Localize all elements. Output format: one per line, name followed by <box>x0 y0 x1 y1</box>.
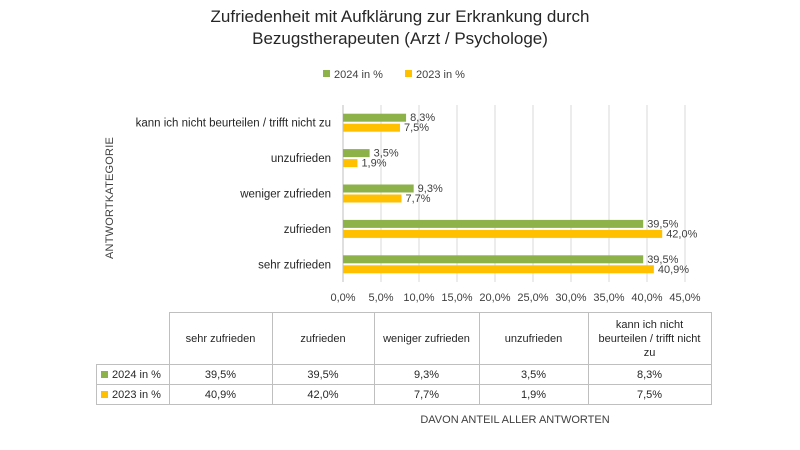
table-header-cell: weniger zufrieden <box>373 312 480 365</box>
table-cell: 7,5% <box>587 384 712 405</box>
x-tick-label: 10,0% <box>403 292 434 304</box>
data-labels: 39,5%40,9%39,5%42,0%9,3%7,7%3,5%1,9%8,3%… <box>361 112 697 276</box>
x-tick-label: 30,0% <box>555 292 586 304</box>
data-label: 1,9% <box>361 158 386 170</box>
category-labels: sehr zufrieden zufrieden weniger zufrieden… <box>136 118 331 272</box>
x-tick-label: 15,0% <box>441 292 472 304</box>
data-label: 7,7% <box>406 193 431 205</box>
table-header-cell: zufrieden <box>271 312 375 365</box>
legend-swatch-2023 <box>405 70 412 77</box>
bars <box>343 113 663 274</box>
x-tick-label: 45,0% <box>669 292 700 304</box>
table-row-label: 2024 in % <box>112 368 161 381</box>
table-cell: 40,9% <box>168 384 273 405</box>
table-cell: 8,3% <box>587 364 712 385</box>
data-table: sehr zufrieden zufrieden weniger zufried… <box>96 312 712 405</box>
x-tick-label: 25,0% <box>517 292 548 304</box>
table-header-cell: unzufrieden <box>478 312 589 365</box>
legend-label-2024: 2024 in % <box>334 69 383 81</box>
legend-label-2023: 2023 in % <box>416 69 465 81</box>
chart-title-line-1: Zufriedenheit mit Aufklärung zur Erkrank… <box>210 7 590 26</box>
bar-2024 <box>343 113 407 122</box>
chart-title-line-2: Bezugstherapeuten (Arzt / Psychologe) <box>252 29 548 48</box>
data-label: 42,0% <box>666 228 697 240</box>
data-label: 40,9% <box>658 264 689 276</box>
x-axis-title: DAVON ANTEIL ALLER ANTWORTEN <box>420 414 610 426</box>
data-label: 9,3% <box>418 183 443 195</box>
x-tick-label: 0,0% <box>330 292 355 304</box>
bar-2023 <box>343 265 654 274</box>
legend: 2024 in % 2023 in % <box>323 69 465 81</box>
x-tick-label: 5,0% <box>368 292 393 304</box>
data-label: 3,5% <box>374 148 399 160</box>
table-cell: 1,9% <box>478 384 589 405</box>
bar-2023 <box>343 229 663 238</box>
data-label: 8,3% <box>410 112 435 124</box>
data-label: 39,5% <box>647 254 678 266</box>
x-tick-label: 40,0% <box>631 292 662 304</box>
table-row-head: 2024 in % <box>96 364 170 385</box>
legend-key-2024 <box>101 370 108 378</box>
bar-2024 <box>343 219 644 228</box>
table-header-row: sehr zufrieden zufrieden weniger zufried… <box>96 312 712 365</box>
gridlines <box>342 105 686 282</box>
bar-2023 <box>343 194 402 203</box>
table-row-2024: 2024 in % 39,5% 39,5% 9,3% 3,5% 8,3% <box>96 364 712 385</box>
category-label: unzufrieden <box>271 153 331 165</box>
bar-2024 <box>343 149 370 158</box>
x-tick-labels: 0,0% 5,0% 10,0% 15,0% 20,0% 25,0% 30,0% 35,0% 40… <box>330 292 700 304</box>
bar-2023 <box>343 123 400 132</box>
bar-2023 <box>343 159 358 168</box>
y-axis-title: ANTWORTKATEGORIE <box>104 137 116 259</box>
bar-2024 <box>343 255 644 264</box>
category-label: sehr zufrieden <box>258 259 331 271</box>
data-label: 39,5% <box>647 218 678 230</box>
bar-2024 <box>343 184 414 193</box>
table-row-label: 2023 in % <box>112 388 161 401</box>
table-header-cell: kann ich nicht beurteilen / trifft nicht… <box>587 312 712 365</box>
table-corner <box>96 312 170 365</box>
table-cell: 39,5% <box>271 364 375 385</box>
chart-title: Zufriedenheit mit Aufklärung zur Erkrank… <box>150 6 650 50</box>
legend-key-2023 <box>101 390 108 398</box>
table-cell: 42,0% <box>271 384 375 405</box>
table-row-2023: 2023 in % 40,9% 42,0% 7,7% 1,9% 7,5% <box>96 384 712 405</box>
table-cell: 7,7% <box>373 384 480 405</box>
x-tick-label: 20,0% <box>479 292 510 304</box>
category-label: weniger zufrieden <box>239 189 331 201</box>
table-cell: 39,5% <box>168 364 273 385</box>
category-label: zufrieden <box>284 224 331 236</box>
table-cell: 9,3% <box>373 364 480 385</box>
table-cell: 3,5% <box>478 364 589 385</box>
category-label: kann ich nicht beurteilen / trifft nicht… <box>136 118 331 130</box>
table-header-cell: sehr zufrieden <box>168 312 273 365</box>
x-tick-label: 35,0% <box>593 292 624 304</box>
legend-swatch-2024 <box>323 70 330 77</box>
bar-chart: 2024 in % 2023 in % 39,5%40,9%39,5%42,0%… <box>104 69 701 304</box>
table-row-head: 2023 in % <box>96 384 170 405</box>
data-label: 7,5% <box>404 122 429 134</box>
